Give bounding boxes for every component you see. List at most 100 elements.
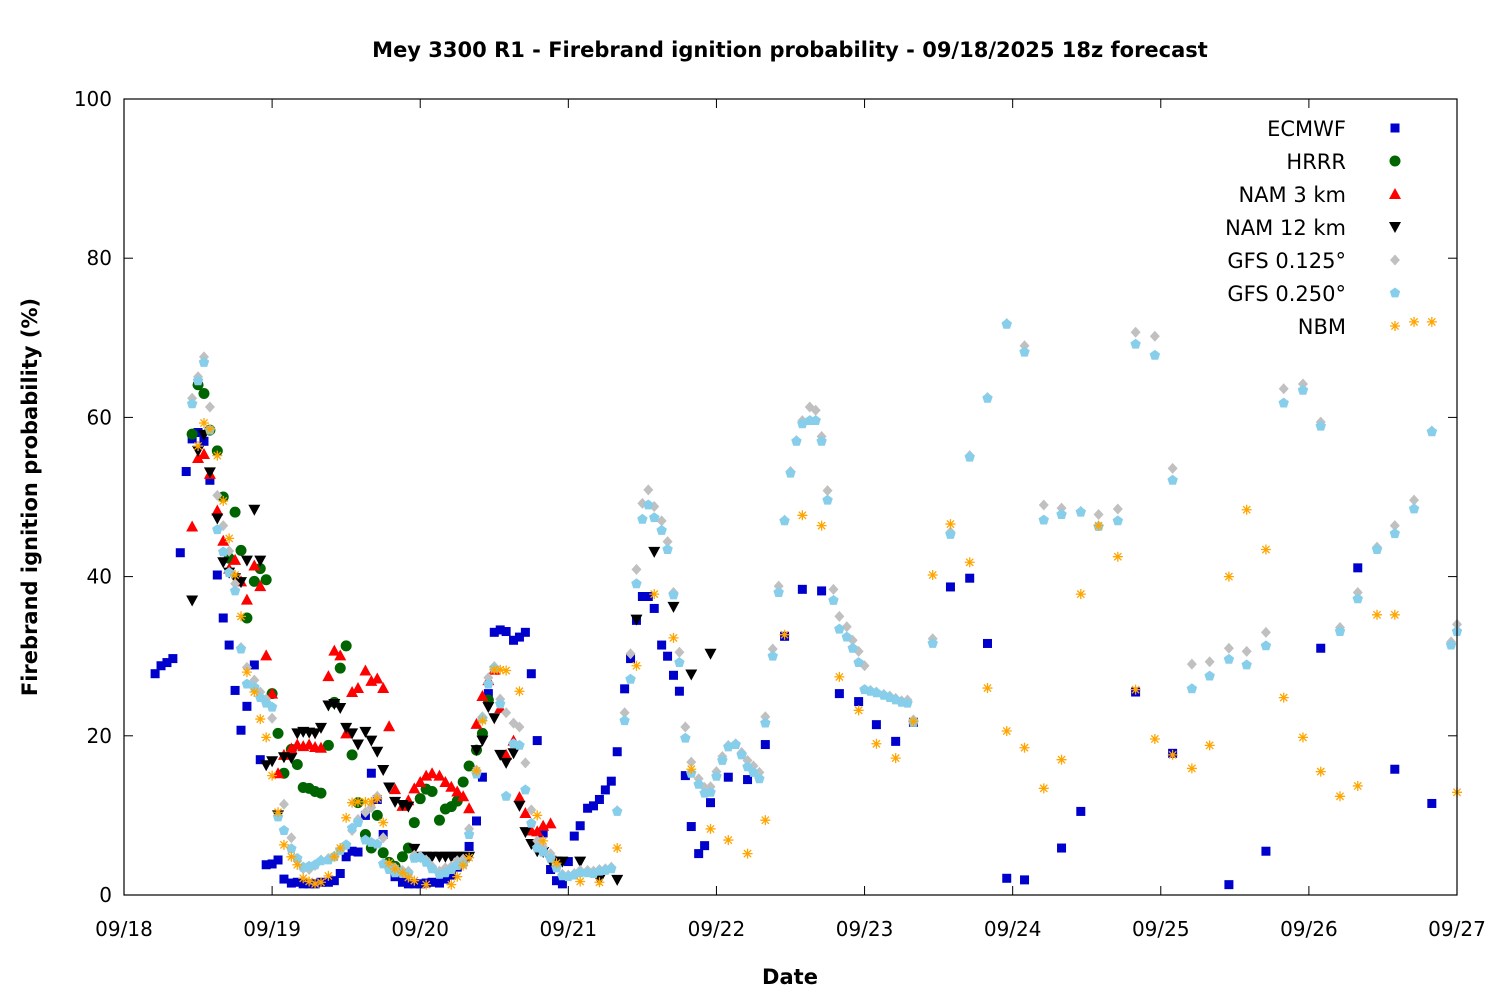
data-point	[403, 872, 414, 883]
data-point	[477, 715, 488, 726]
data-point	[834, 689, 844, 699]
data-point	[500, 790, 512, 801]
data-point	[384, 858, 395, 869]
data-point	[286, 832, 297, 844]
data-point	[261, 732, 272, 743]
data-point	[328, 644, 341, 656]
data-point	[193, 428, 203, 438]
data-point	[192, 451, 205, 463]
data-point	[365, 735, 378, 747]
data-point	[341, 852, 351, 862]
data-point	[377, 682, 390, 694]
data-point	[680, 732, 691, 743]
data-point	[1445, 639, 1457, 650]
data-point	[853, 657, 864, 667]
legend-label: NBM	[1298, 315, 1346, 339]
data-point	[1334, 791, 1345, 802]
data-point	[1093, 520, 1104, 531]
data-point	[717, 755, 728, 765]
data-point	[1075, 506, 1086, 517]
data-point	[667, 601, 680, 613]
data-point	[267, 859, 277, 869]
data-point	[583, 803, 593, 813]
data-point	[186, 398, 198, 409]
data-point	[1315, 420, 1326, 431]
data-point	[723, 772, 733, 782]
data-point	[1001, 318, 1012, 329]
data-point	[230, 685, 240, 695]
data-point	[1020, 875, 1030, 885]
data-point	[1223, 653, 1235, 664]
data-point	[229, 553, 242, 565]
data-point	[711, 770, 722, 781]
data-point	[706, 798, 716, 808]
x-tick-label: 09/25	[1132, 917, 1190, 941]
data-point	[340, 640, 352, 652]
data-point	[546, 865, 556, 875]
data-point	[266, 701, 278, 712]
data-point	[1076, 806, 1086, 816]
data-point	[323, 877, 333, 887]
data-point	[643, 499, 654, 510]
data-point	[847, 642, 858, 653]
data-point	[218, 546, 229, 557]
data-point	[704, 648, 717, 660]
data-point	[519, 827, 532, 839]
data-point	[625, 673, 636, 684]
axis-ticks: 0 20 40 60 80 100 09/18 09/19 09/20 09/21 09/22 09/…	[74, 87, 1486, 941]
data-point	[353, 847, 363, 857]
data-point	[594, 794, 604, 804]
data-point	[483, 689, 493, 699]
y-tick-label: 60	[87, 405, 112, 429]
data-point	[218, 495, 229, 506]
data-point	[341, 812, 352, 823]
data-point	[982, 392, 993, 403]
data-point	[649, 603, 659, 613]
data-point	[927, 638, 938, 648]
data-point	[630, 614, 643, 626]
data-point	[285, 742, 298, 754]
data-point	[366, 768, 376, 778]
data-point	[686, 764, 697, 775]
data-point	[1426, 316, 1437, 327]
data-point	[235, 643, 247, 654]
data-point	[328, 698, 341, 710]
data-point	[224, 640, 234, 650]
data-point	[464, 841, 474, 851]
data-point	[945, 519, 956, 530]
data-point	[589, 801, 599, 811]
data-point	[575, 821, 585, 831]
data-point	[1019, 742, 1030, 753]
data-point	[834, 623, 845, 634]
data-point	[298, 873, 309, 884]
data-point	[693, 778, 704, 789]
data-point	[514, 686, 525, 697]
data-point	[488, 713, 501, 725]
data-point	[563, 857, 573, 867]
data-point	[507, 748, 520, 760]
data-point	[779, 515, 790, 526]
data-point	[267, 712, 278, 724]
data-point	[1389, 520, 1400, 532]
data-point	[347, 846, 357, 856]
data-point	[408, 843, 421, 855]
data-point	[1057, 843, 1067, 853]
data-point	[371, 746, 384, 758]
data-point	[1353, 563, 1363, 573]
data-point	[1241, 504, 1252, 515]
data-point	[1352, 780, 1363, 791]
data-point	[1056, 754, 1067, 765]
data-point	[519, 807, 532, 819]
data-point	[544, 817, 557, 829]
data-point	[828, 595, 839, 605]
legend-label: ECMWF	[1267, 117, 1346, 141]
data-point	[964, 451, 975, 462]
data-point	[631, 578, 642, 589]
data-point	[286, 843, 297, 854]
data-point	[705, 786, 716, 797]
data-point	[446, 870, 456, 880]
data-point	[649, 512, 660, 523]
data-point	[1186, 658, 1197, 670]
data-point	[834, 671, 845, 682]
data-point	[224, 533, 235, 544]
